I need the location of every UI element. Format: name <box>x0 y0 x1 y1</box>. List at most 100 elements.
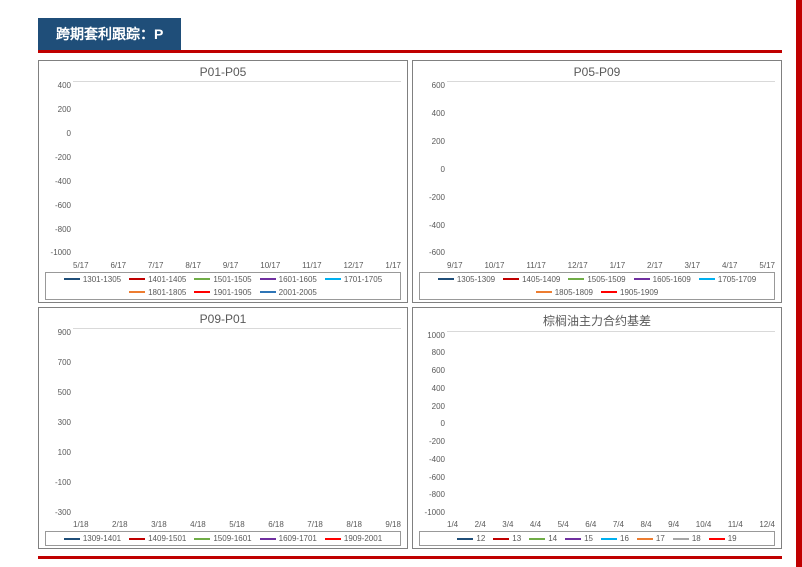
legend-swatch <box>260 291 276 293</box>
legend-label: 18 <box>692 534 701 543</box>
chart-title: P09-P01 <box>45 312 401 326</box>
chart-title: P01-P05 <box>45 65 401 79</box>
legend-swatch <box>129 278 145 280</box>
legend-swatch <box>260 538 276 540</box>
chart: P01-P05 4002000-200-400-600-800-10005/176… <box>38 60 408 303</box>
legend-item: 1605-1609 <box>634 275 691 284</box>
legend: 1309-1401 1409-1501 1509-1601 1609-1701 1909… <box>45 531 401 546</box>
divider-bottom <box>38 556 782 559</box>
legend-item: 1401-1405 <box>129 275 186 284</box>
legend-item: 16 <box>601 534 629 543</box>
legend-label: 1909-2001 <box>344 534 382 543</box>
legend-swatch <box>194 291 210 293</box>
legend-label: 12 <box>476 534 485 543</box>
legend-swatch <box>129 538 145 540</box>
legend-swatch <box>536 291 552 293</box>
legend-label: 19 <box>728 534 737 543</box>
legend-label: 1501-1505 <box>213 275 251 284</box>
legend-item: 12 <box>457 534 485 543</box>
chart-title: 棕榈油主力合约基差 <box>419 312 775 329</box>
legend-swatch <box>529 538 545 540</box>
legend-label: 2001-2005 <box>279 288 317 297</box>
legend-item: 1901-1905 <box>194 288 251 297</box>
page: 跨期套利跟踪：P P01-P05 4002000-200-400-600-800-… <box>0 0 802 567</box>
legend-item: 1409-1501 <box>129 534 186 543</box>
charts-grid: P01-P05 4002000-200-400-600-800-10005/176… <box>38 60 782 549</box>
legend-item: 1601-1605 <box>260 275 317 284</box>
legend-label: 1509-1601 <box>213 534 251 543</box>
legend-label: 1905-1909 <box>620 288 658 297</box>
legend: 12 13 14 15 16 17 18 19 <box>419 531 775 546</box>
legend-item: 1405-1409 <box>503 275 560 284</box>
chart-title: P05-P09 <box>419 65 775 79</box>
legend-item: 1501-1505 <box>194 275 251 284</box>
legend-item: 1505-1509 <box>568 275 625 284</box>
x-axis: 9/1710/1711/1712/171/172/173/174/175/17 <box>447 261 775 270</box>
page-title: 跨期套利跟踪：P <box>38 18 181 50</box>
legend-label: 1605-1609 <box>653 275 691 284</box>
chart: 棕榈油主力合约基差10008006004002000-200-400-600-8… <box>412 307 782 550</box>
legend-swatch <box>64 538 80 540</box>
legend-swatch <box>325 538 341 540</box>
legend-swatch <box>64 278 80 280</box>
legend-item: 14 <box>529 534 557 543</box>
legend-item: 1801-1805 <box>129 288 186 297</box>
legend-swatch <box>194 278 210 280</box>
y-axis: 4002000-200-400-600-800-1000 <box>45 81 71 258</box>
legend-item: 1305-1309 <box>438 275 495 284</box>
legend-label: 16 <box>620 534 629 543</box>
legend-item: 17 <box>637 534 665 543</box>
legend-label: 1609-1701 <box>279 534 317 543</box>
legend-label: 17 <box>656 534 665 543</box>
legend-item: 1805-1809 <box>536 288 593 297</box>
legend-label: 1301-1305 <box>83 275 121 284</box>
legend-label: 1409-1501 <box>148 534 186 543</box>
legend-swatch <box>325 278 341 280</box>
legend: 1305-1309 1405-1409 1505-1509 1605-1609 1705… <box>419 272 775 300</box>
chart: P09-P01 900700500300100-100-3001/182/183/… <box>38 307 408 550</box>
legend: 1301-1305 1401-1405 1501-1505 1601-1605 1701… <box>45 272 401 300</box>
legend-swatch <box>194 538 210 540</box>
y-axis: 900700500300100-100-300 <box>45 328 71 518</box>
legend-swatch <box>601 538 617 540</box>
chart: P05-P09 6004002000-200-400-6009/1710/1711… <box>412 60 782 303</box>
legend-swatch <box>493 538 509 540</box>
legend-label: 1701-1705 <box>344 275 382 284</box>
legend-label: 1305-1309 <box>457 275 495 284</box>
legend-swatch <box>699 278 715 280</box>
legend-label: 1901-1905 <box>213 288 251 297</box>
legend-swatch <box>634 278 650 280</box>
legend-label: 1801-1805 <box>148 288 186 297</box>
x-axis: 1/182/183/184/185/186/187/188/189/18 <box>73 520 401 529</box>
legend-item: 1301-1305 <box>64 275 121 284</box>
y-axis: 6004002000-200-400-600 <box>419 81 445 258</box>
legend-swatch <box>709 538 725 540</box>
legend-swatch <box>503 278 519 280</box>
legend-label: 1705-1709 <box>718 275 756 284</box>
legend-swatch <box>637 538 653 540</box>
x-axis: 5/176/177/178/179/1710/1711/1712/171/17 <box>73 261 401 270</box>
x-axis: 1/42/43/44/45/46/47/48/49/410/411/412/4 <box>447 520 775 529</box>
legend-swatch <box>260 278 276 280</box>
legend-swatch <box>601 291 617 293</box>
divider-top <box>38 50 782 53</box>
legend-item: 1909-2001 <box>325 534 382 543</box>
legend-item: 1509-1601 <box>194 534 251 543</box>
legend-item: 1609-1701 <box>260 534 317 543</box>
legend-swatch <box>565 538 581 540</box>
legend-label: 14 <box>548 534 557 543</box>
legend-item: 1905-1909 <box>601 288 658 297</box>
legend-label: 1505-1509 <box>587 275 625 284</box>
legend-item: 18 <box>673 534 701 543</box>
legend-item: 1309-1401 <box>64 534 121 543</box>
legend-label: 13 <box>512 534 521 543</box>
legend-swatch <box>568 278 584 280</box>
legend-swatch <box>457 538 473 540</box>
legend-label: 15 <box>584 534 593 543</box>
legend-label: 1805-1809 <box>555 288 593 297</box>
legend-item: 13 <box>493 534 521 543</box>
legend-item: 19 <box>709 534 737 543</box>
legend-swatch <box>673 538 689 540</box>
legend-item: 2001-2005 <box>260 288 317 297</box>
legend-swatch <box>438 278 454 280</box>
